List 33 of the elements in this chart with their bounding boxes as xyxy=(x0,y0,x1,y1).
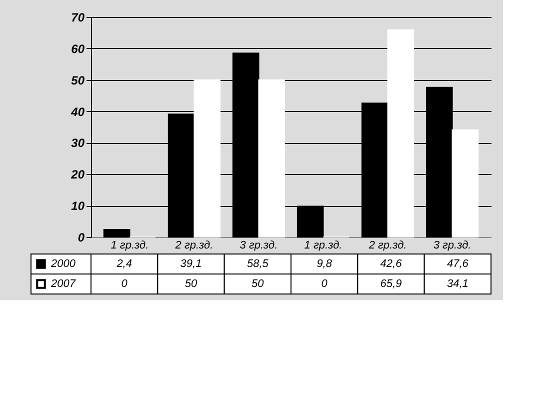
y-tick-label: 40 xyxy=(70,104,85,119)
x-tick-label: 3 гр.зд. xyxy=(433,240,472,252)
data-label: 0 xyxy=(121,278,128,290)
y-tick-label: 50 xyxy=(71,73,85,88)
data-label: 34,1 xyxy=(446,278,468,290)
data-label: 9,8 xyxy=(316,258,333,270)
data-label: 47,6 xyxy=(446,258,470,270)
y-tick-label: 10 xyxy=(71,199,85,214)
x-tick-label: 2 гр.зд. xyxy=(174,240,214,252)
bar xyxy=(103,228,130,238)
y-tick-label: 70 xyxy=(71,10,85,24)
bar xyxy=(387,29,414,238)
data-label: 65,9 xyxy=(380,278,402,290)
legend-label: 2007 xyxy=(50,278,76,290)
data-label: 39,1 xyxy=(180,258,202,270)
x-tick-label: 1 гр.зд. xyxy=(304,240,342,252)
y-tick-label: 60 xyxy=(71,42,85,56)
y-tick-label: 30 xyxy=(71,136,85,150)
data-label: 0 xyxy=(321,278,328,290)
bar xyxy=(194,79,221,238)
x-tick-label: 2 гр.зд. xyxy=(368,240,407,252)
bar xyxy=(258,79,286,238)
y-tick-label: 20 xyxy=(70,168,85,182)
data-label: 50 xyxy=(252,278,265,290)
x-tick-label: 1 гр.зд. xyxy=(110,240,149,252)
x-tick-label: 3 гр.зд. xyxy=(240,240,278,252)
data-label: 58,5 xyxy=(246,258,270,270)
bar xyxy=(452,129,479,238)
data-label: 42,6 xyxy=(380,258,403,270)
data-label: 2,4 xyxy=(116,258,132,270)
y-tick-label: 0 xyxy=(78,230,85,244)
data-label: 50 xyxy=(184,278,198,290)
legend-label: 2000 xyxy=(50,258,76,270)
